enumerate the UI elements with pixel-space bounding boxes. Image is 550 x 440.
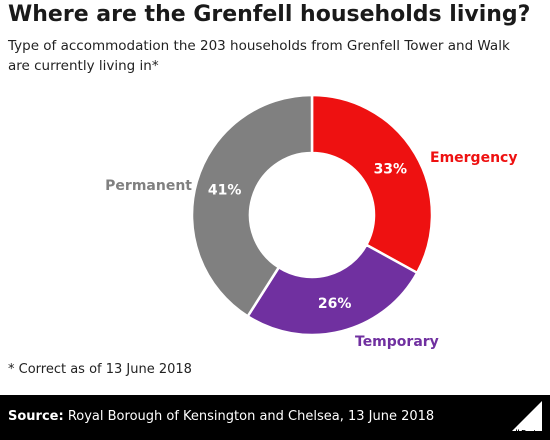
slice-emergency: [310, 93, 434, 275]
svg-text:Full Fact: Full Fact: [507, 430, 536, 437]
chart-subtitle: Type of accommodation the 203 households…: [8, 38, 510, 74]
footnote: * Correct as of 13 June 2018: [8, 362, 192, 377]
donut-chart: 33% 26% 41% Emergency Temporary Permanent: [105, 93, 517, 350]
footer-bar: Source: Royal Borough of Kensington and …: [0, 395, 550, 440]
source-line: Source: Royal Borough of Kensington and …: [8, 409, 434, 424]
full-fact-logo-icon: Full Fact: [507, 401, 542, 437]
category-label-permanent: Permanent: [105, 178, 192, 194]
chart-title: Where are the Grenfell households living…: [8, 2, 531, 27]
slice-temporary: [245, 243, 419, 337]
value-label-permanent: 41%: [208, 183, 242, 199]
slice-permanent: [190, 93, 314, 319]
source-label: Source:: [8, 409, 64, 424]
value-label-temporary: 26%: [318, 296, 352, 312]
category-label-temporary: Temporary: [355, 334, 439, 350]
value-label-emergency: 33%: [374, 162, 408, 178]
category-label-emergency: Emergency: [430, 150, 517, 166]
source-text: Royal Borough of Kensington and Chelsea,…: [67, 409, 435, 424]
